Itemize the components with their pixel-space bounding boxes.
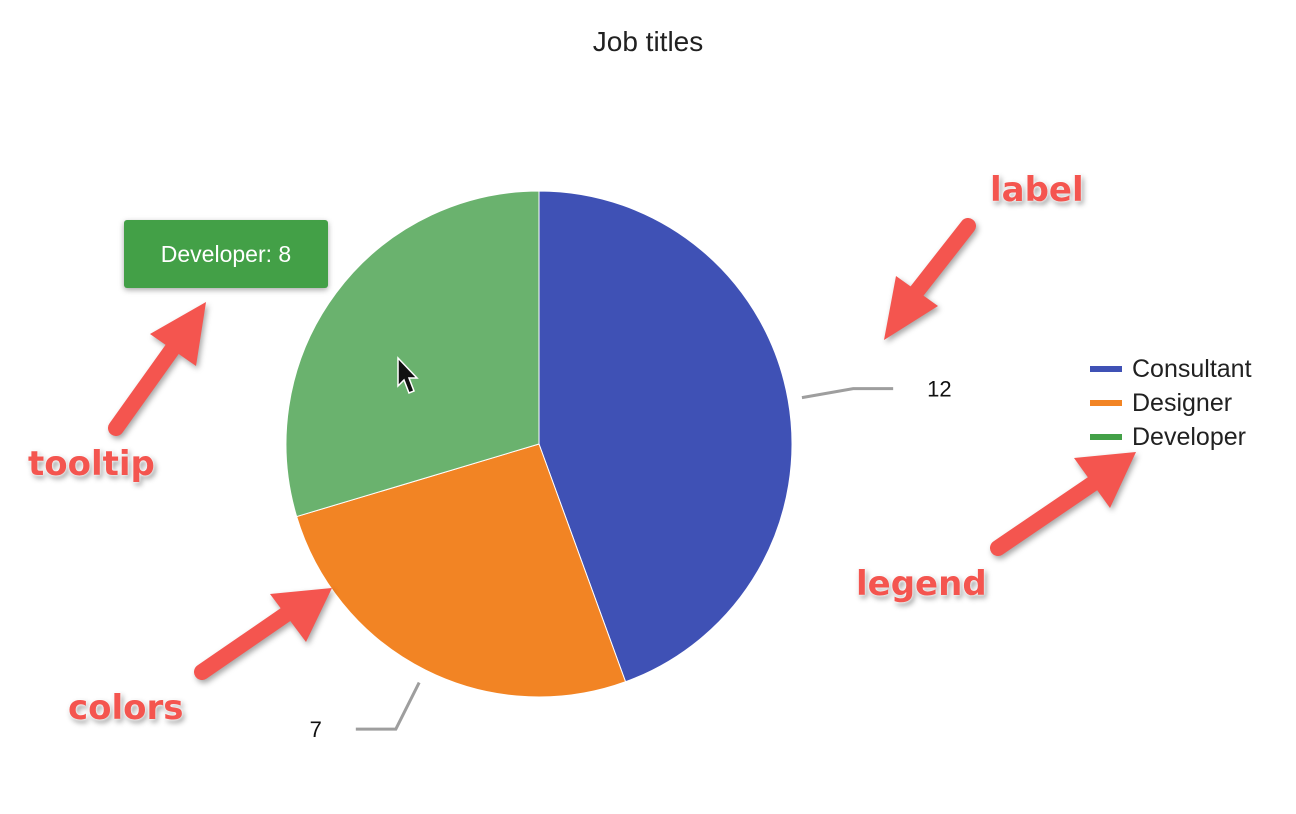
legend-swatch-developer	[1090, 434, 1122, 440]
annotation-legend: legend	[856, 564, 987, 604]
legend-item-consultant[interactable]: Consultant	[1090, 352, 1252, 386]
legend: Consultant Designer Developer	[1090, 352, 1252, 454]
chart-title: Job titles	[592, 26, 704, 57]
annotation-colors: colors	[68, 688, 184, 728]
legend-label: Consultant	[1132, 354, 1252, 383]
data-label-designer: 7	[310, 717, 322, 742]
pie-slice-consultant[interactable]	[538, 190, 793, 683]
label-leader-line	[801, 387, 894, 400]
legend-swatch-designer	[1090, 400, 1122, 406]
pie-slice-developer[interactable]	[285, 190, 540, 518]
annotation-tooltip: tooltip	[28, 444, 155, 484]
pie-slice-designer[interactable]	[296, 443, 627, 698]
tooltip: Developer: 8	[124, 220, 328, 288]
annotation-label: label	[990, 170, 1084, 210]
label-leader-line	[355, 681, 421, 731]
legend-label: Designer	[1132, 388, 1233, 417]
data-label-consultant: 12	[927, 377, 951, 402]
legend-item-designer[interactable]: Designer	[1090, 386, 1252, 420]
legend-swatch-consultant	[1090, 366, 1122, 372]
legend-item-developer[interactable]: Developer	[1090, 420, 1252, 454]
legend-label: Developer	[1132, 422, 1246, 451]
